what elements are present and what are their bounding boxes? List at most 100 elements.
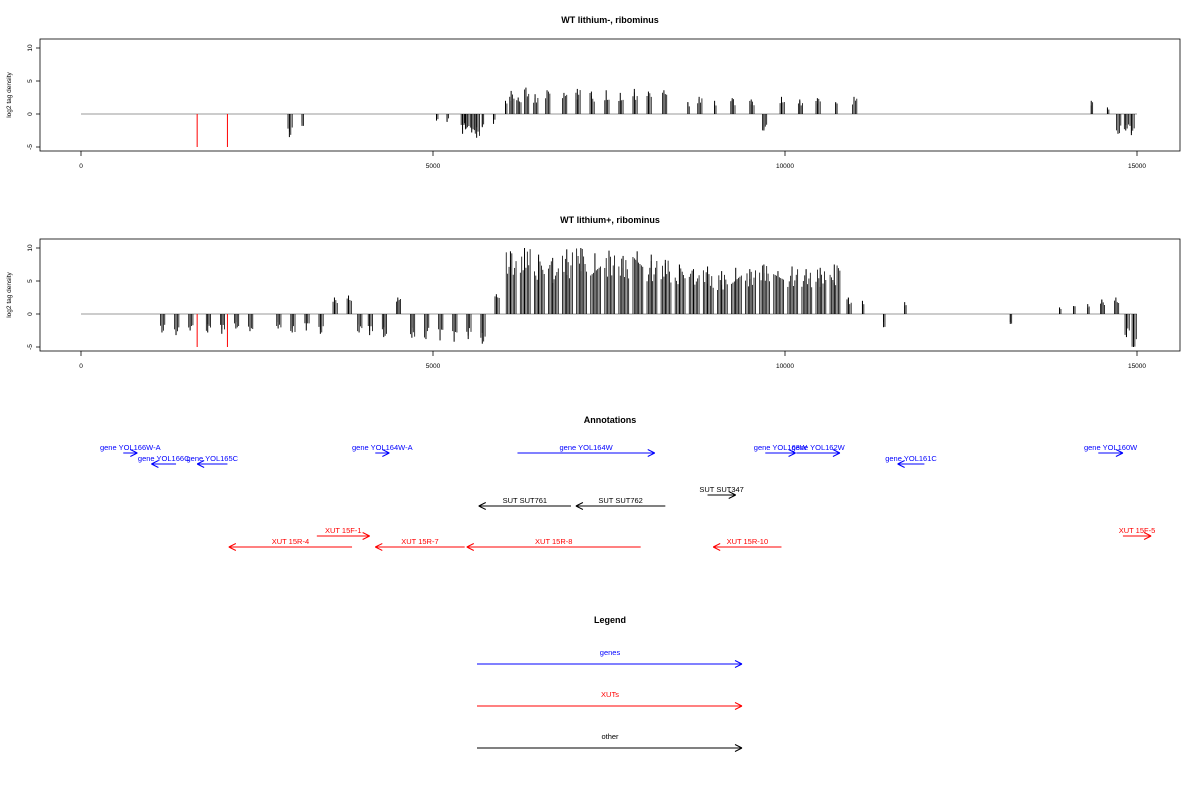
annotation-label: gene YOL165C xyxy=(187,454,239,463)
annotation-arrow-head xyxy=(196,463,205,468)
annotation-label: SUT SUT762 xyxy=(598,496,642,505)
legend-items: genes XUTs other xyxy=(477,648,743,752)
annotation-feature: gene YOL164W-A xyxy=(352,443,413,457)
annotation-arrow-head xyxy=(734,747,743,752)
x-tick-label: 15000 xyxy=(1128,363,1146,370)
legend-title: Legend xyxy=(594,615,626,625)
annotation-feature: XUT 15R-7 xyxy=(375,537,465,551)
annotation-arrow-head xyxy=(478,502,486,507)
annotation-feature: XUT 15F-1 xyxy=(316,526,370,540)
y-tick-label: 10 xyxy=(27,44,34,52)
annotation-feature: XUT 15R-10 xyxy=(712,537,782,551)
y-tick-label: 0 xyxy=(27,312,34,316)
legend-item: genes xyxy=(477,648,743,668)
annotation-arrow-head xyxy=(734,663,743,668)
y-tick-label: -5 xyxy=(27,344,34,350)
annotation-arrow-head xyxy=(575,502,584,507)
axis-ticks-lithium-plus: -5 0 5 10 0 5000 10000 15000 xyxy=(27,244,1146,370)
annotation-label: gene YOL164W xyxy=(560,443,614,452)
axis-ticks-lithium-minus: -5 0 5 10 0 5000 10000 15000 xyxy=(27,44,1146,170)
annotation-feature: XUT 15R-4 xyxy=(228,537,353,551)
annotation-arrow-head xyxy=(228,543,237,548)
annotation-arrow-head xyxy=(734,660,743,665)
annotation-arrow-head xyxy=(362,532,370,537)
x-tick-label: 15000 xyxy=(1128,163,1146,170)
annotation-label: XUT 15F-5 xyxy=(1119,526,1156,535)
annotation-feature: SUT SUT761 xyxy=(478,496,571,510)
annotation-label: XUT 15R-10 xyxy=(727,537,769,546)
annotation-arrow-head xyxy=(130,452,138,457)
annotation-label: XUT 15R-8 xyxy=(535,537,572,546)
annotation-arrow-head xyxy=(382,452,390,457)
annotation-arrow-head xyxy=(466,543,475,548)
annotation-arrow-head xyxy=(478,505,486,510)
annotation-arrow-head xyxy=(788,452,796,457)
annotation-feature: gene YOL166C xyxy=(138,454,190,468)
annotation-label: gene YOL166W-A xyxy=(100,443,161,452)
legend-panel: Legend genes XUTs other xyxy=(477,615,743,752)
annotation-label: XUT 15R-4 xyxy=(272,537,309,546)
annotation-feature: gene YOL165C xyxy=(187,454,239,468)
annotation-label: gene YOL166C xyxy=(138,454,190,463)
annotation-arrow-head xyxy=(734,744,743,749)
x-tick-label: 5000 xyxy=(426,363,441,370)
y-axis-label-lithium-minus: log2 tag density xyxy=(6,71,13,117)
annotation-feature: gene YOL163W xyxy=(754,443,808,457)
annotation-arrow-head xyxy=(788,449,796,454)
track-panel-lithium-plus: WT lithium+, ribominus log2 tag density … xyxy=(6,215,1181,370)
annotation-arrow-head xyxy=(647,452,655,457)
plot-frame-lithium-plus xyxy=(39,238,1181,352)
density-bars-lithium-minus xyxy=(81,87,1137,147)
annotation-arrow-head xyxy=(466,546,475,551)
annotation-arrow-head xyxy=(151,463,159,468)
annotation-arrow-head xyxy=(1143,535,1152,540)
y-axis-label-lithium-plus: log2 tag density xyxy=(6,271,13,317)
annotation-arrow-head xyxy=(228,546,237,551)
annotation-feature: gene YOL160W xyxy=(1084,443,1138,457)
annotation-arrow-head xyxy=(897,460,905,465)
annotation-feature: XUT 15R-8 xyxy=(466,537,641,551)
annotation-arrow-head xyxy=(728,491,736,496)
track-title-lithium-plus: WT lithium+, ribominus xyxy=(560,215,660,225)
annotation-arrow-head xyxy=(151,460,159,465)
annotation-label: SUT SUT761 xyxy=(503,496,547,505)
x-tick-label: 0 xyxy=(79,163,83,170)
annotation-label: gene YOL161C xyxy=(885,454,937,463)
annotation-arrow-head xyxy=(375,543,383,548)
annotation-label: SUT SUT347 xyxy=(699,485,743,494)
y-tick-label: 0 xyxy=(27,112,34,116)
annotation-arrow-head xyxy=(734,705,743,710)
annotation-arrow-head xyxy=(647,449,655,454)
annotation-label: gene YOL164W-A xyxy=(352,443,413,452)
annotation-arrow-head xyxy=(1115,449,1124,454)
legend-item: XUTs xyxy=(477,690,743,710)
y-tick-label: 5 xyxy=(27,279,34,283)
annotation-arrow-head xyxy=(382,449,390,454)
annotation-arrow-head xyxy=(712,543,721,548)
annotation-arrow-head xyxy=(832,452,841,457)
annotation-arrow-head xyxy=(1115,452,1124,457)
track-title-lithium-minus: WT lithium-, ribominus xyxy=(561,15,659,25)
annotation-arrow-head xyxy=(575,505,584,510)
annotation-arrow-head xyxy=(196,460,205,465)
annotation-feature: XUT 15F-5 xyxy=(1119,526,1156,540)
annotation-label: gene YOL163W xyxy=(754,443,808,452)
annotation-feature: gene YOL164W xyxy=(517,443,655,457)
annotation-feature: SUT SUT347 xyxy=(699,485,744,499)
plot-frame-lithium-minus xyxy=(39,38,1181,152)
annotation-feature: gene YOL166W-A xyxy=(100,443,161,457)
legend-item: other xyxy=(477,732,743,752)
annotation-feature: gene YOL162W xyxy=(791,443,846,457)
annotation-arrow-head xyxy=(712,546,721,551)
annotation-label: gene YOL160W xyxy=(1084,443,1138,452)
annotation-feature: SUT SUT762 xyxy=(575,496,666,510)
annotation-arrow-head xyxy=(1143,532,1152,537)
annotation-label: XUT 15F-1 xyxy=(325,526,362,535)
y-tick-label: 10 xyxy=(27,244,34,252)
annotation-label: XUT 15R-7 xyxy=(401,537,438,546)
annotations-title: Annotations xyxy=(584,415,637,425)
legend-item-label: genes xyxy=(600,648,621,657)
annotation-arrow-head xyxy=(362,535,370,540)
